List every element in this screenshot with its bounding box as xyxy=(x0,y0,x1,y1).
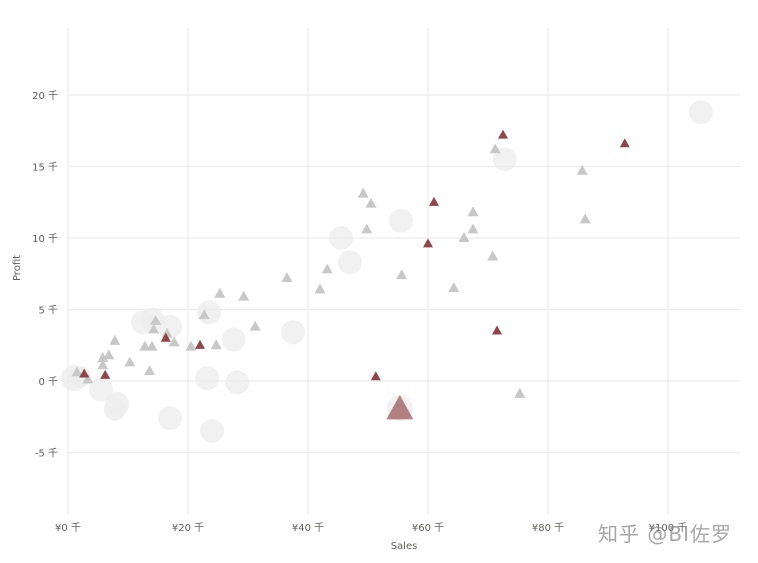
bubble-marker[interactable] xyxy=(103,398,126,421)
x-tick-label: ¥100 千 xyxy=(649,522,688,534)
x-tick-label: ¥60 千 xyxy=(412,522,444,534)
bubble-marker[interactable] xyxy=(158,314,182,339)
highlighted-triangle-marker[interactable] xyxy=(492,325,502,335)
triangle-marker[interactable] xyxy=(514,387,526,398)
x-axis-ticks: ¥0 千 ¥20 千 ¥40 千 ¥60 千 ¥80 千 ¥100 千 xyxy=(55,522,687,534)
bubble-marker[interactable] xyxy=(221,327,246,352)
triangle-marker[interactable] xyxy=(396,269,408,280)
y-axis-title: Profit xyxy=(12,255,23,281)
bubble-marker[interactable] xyxy=(329,226,353,250)
triangle-marker[interactable] xyxy=(210,339,222,350)
highlighted-triangle-marker[interactable] xyxy=(498,129,508,139)
bubble-marker[interactable] xyxy=(195,366,220,391)
bubble-marker[interactable] xyxy=(338,250,362,275)
x-tick-label: ¥80 千 xyxy=(532,522,564,534)
triangle-marker[interactable] xyxy=(467,206,479,217)
triangle-marker[interactable] xyxy=(139,340,151,351)
triangle-marker[interactable] xyxy=(71,366,83,377)
y-tick-label: 5 千 xyxy=(38,305,58,317)
x-tick-label: ¥40 千 xyxy=(292,522,324,534)
triangle-marker[interactable] xyxy=(458,232,470,242)
triangle-marker[interactable] xyxy=(214,287,226,298)
triangle-marker[interactable] xyxy=(365,197,377,208)
triangle-marker[interactable] xyxy=(124,356,136,367)
triangle-marker[interactable] xyxy=(198,309,210,320)
bubble-marker[interactable] xyxy=(225,370,250,395)
y-tick-label: 10 千 xyxy=(32,233,58,245)
triangle-marker[interactable] xyxy=(467,223,479,234)
triangle-marker[interactable] xyxy=(150,315,162,325)
triangle-marker[interactable] xyxy=(148,323,160,334)
triangle-marker[interactable] xyxy=(168,336,180,347)
x-axis-title: Sales xyxy=(391,541,418,552)
bubble-marker[interactable] xyxy=(689,100,713,125)
y-tick-label: -5 千 xyxy=(35,448,58,460)
highlighted-triangle-marker[interactable] xyxy=(386,395,414,420)
highlighted-triangle-markers xyxy=(79,129,630,420)
triangle-marker[interactable] xyxy=(579,213,591,224)
triangle-marker[interactable] xyxy=(489,143,501,154)
highlighted-triangle-marker[interactable] xyxy=(100,369,111,379)
triangle-marker[interactable] xyxy=(487,250,499,261)
triangle-marker[interactable] xyxy=(185,340,197,351)
bubble-marker[interactable] xyxy=(140,307,164,332)
x-tick-label: ¥20 千 xyxy=(172,522,204,534)
highlighted-triangle-marker[interactable] xyxy=(79,368,90,378)
triangle-marker[interactable] xyxy=(97,352,109,363)
bubble-marker[interactable] xyxy=(281,320,305,345)
triangle-marker[interactable] xyxy=(281,272,293,282)
highlighted-triangle-marker[interactable] xyxy=(195,339,205,349)
triangle-marker[interactable] xyxy=(448,282,460,293)
bubble-marker[interactable] xyxy=(197,300,221,325)
gray-triangle-markers xyxy=(71,143,591,398)
triangle-marker[interactable] xyxy=(161,327,173,338)
triangle-marker[interactable] xyxy=(144,365,156,375)
triangle-marker[interactable] xyxy=(249,320,261,331)
highlighted-triangle-marker[interactable] xyxy=(160,332,171,342)
triangle-marker[interactable] xyxy=(321,263,333,274)
triangle-marker[interactable] xyxy=(82,373,94,384)
bubble-markers xyxy=(61,100,713,444)
y-axis-ticks: 20 千 15 千 10 千 5 千 0 千 -5 千 xyxy=(32,90,58,460)
y-tick-label: 20 千 xyxy=(32,90,58,102)
triangle-marker[interactable] xyxy=(97,359,109,370)
triangle-marker[interactable] xyxy=(238,290,250,301)
bubble-marker[interactable] xyxy=(89,377,113,402)
bubble-marker[interactable] xyxy=(158,406,182,431)
y-tick-label: 0 千 xyxy=(38,376,58,388)
highlighted-triangle-marker[interactable] xyxy=(370,371,381,381)
y-tick-label: 15 千 xyxy=(32,162,58,174)
bubble-marker[interactable] xyxy=(492,147,517,172)
triangle-marker[interactable] xyxy=(314,283,326,294)
bubble-marker[interactable] xyxy=(200,419,224,444)
triangle-marker[interactable] xyxy=(576,164,588,175)
x-tick-label: ¥0 千 xyxy=(55,522,81,534)
triangle-marker[interactable] xyxy=(361,223,373,234)
highlighted-triangle-marker[interactable] xyxy=(423,238,433,248)
triangle-marker[interactable] xyxy=(146,340,158,351)
highlighted-triangle-marker[interactable] xyxy=(429,196,439,206)
highlighted-triangle-marker[interactable] xyxy=(619,138,630,148)
watermark: 知乎 @BI佐罗 xyxy=(598,522,732,546)
gridlines xyxy=(67,28,740,515)
triangle-marker[interactable] xyxy=(357,187,369,198)
bubble-marker[interactable] xyxy=(389,208,413,233)
triangle-marker[interactable] xyxy=(103,349,115,360)
triangle-marker[interactable] xyxy=(109,335,121,345)
